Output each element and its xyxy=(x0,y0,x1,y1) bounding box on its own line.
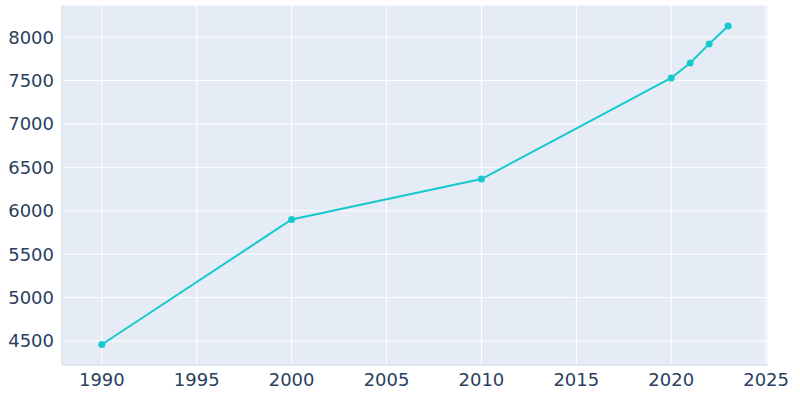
svg-text:2005: 2005 xyxy=(364,369,410,390)
svg-text:2015: 2015 xyxy=(553,369,599,390)
svg-text:1990: 1990 xyxy=(79,369,125,390)
svg-text:1995: 1995 xyxy=(174,369,220,390)
svg-text:2025: 2025 xyxy=(743,369,789,390)
svg-text:6500: 6500 xyxy=(8,157,54,178)
svg-text:2020: 2020 xyxy=(648,369,694,390)
svg-text:6000: 6000 xyxy=(8,200,54,221)
svg-text:8000: 8000 xyxy=(8,27,54,48)
svg-text:5500: 5500 xyxy=(8,244,54,265)
svg-text:2000: 2000 xyxy=(269,369,315,390)
svg-text:5000: 5000 xyxy=(8,287,54,308)
svg-text:4500: 4500 xyxy=(8,330,54,351)
svg-text:2010: 2010 xyxy=(459,369,505,390)
svg-text:7000: 7000 xyxy=(8,113,54,134)
svg-text:7500: 7500 xyxy=(8,70,54,91)
